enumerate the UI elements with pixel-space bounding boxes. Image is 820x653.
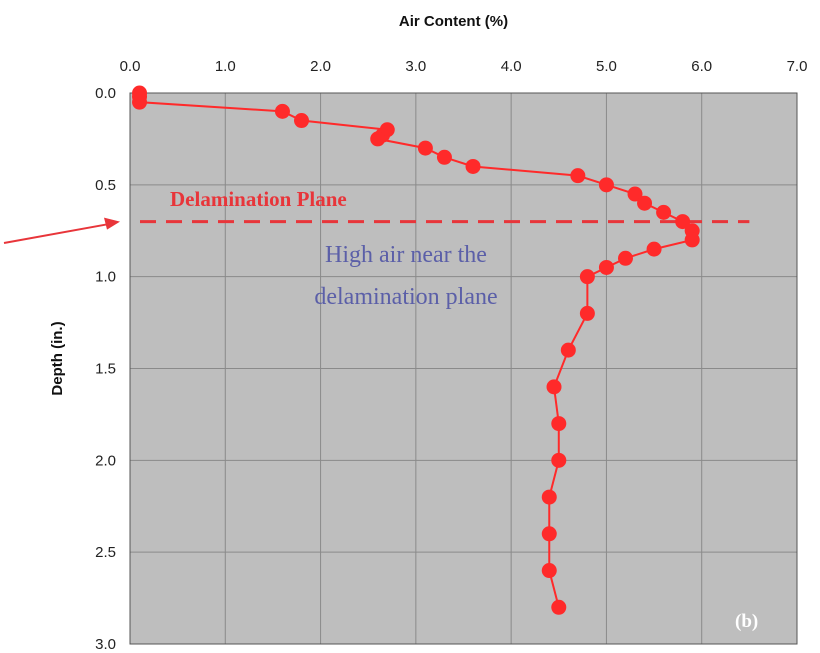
x-tick-labels: 0.0 1.0 2.0 3.0 4.0 5.0 6.0 7.0: [120, 58, 808, 75]
x-axis-title: Air Content (%): [399, 13, 508, 30]
x-tick-label: 7.0: [787, 58, 808, 75]
data-point: [656, 204, 672, 220]
data-point: [579, 305, 595, 321]
data-markers: [132, 85, 700, 615]
data-point: [541, 563, 557, 579]
data-point: [627, 186, 643, 202]
arrow-shaft: [3, 223, 107, 244]
data-point: [546, 379, 562, 395]
data-point: [551, 452, 567, 468]
y-tick-label: 0.0: [95, 85, 116, 102]
x-tick-label: 3.0: [405, 58, 426, 75]
panel-label: (b): [735, 611, 758, 632]
delamination-plane-label: Delamination Plane: [170, 187, 347, 211]
high-air-annotation-line-1: High air near the: [325, 242, 487, 268]
x-tick-label: 2.0: [310, 58, 331, 75]
data-point: [579, 269, 595, 285]
x-tick-label: 1.0: [215, 58, 236, 75]
data-point: [560, 342, 576, 358]
y-tick-labels: 0.0 0.5 1.0 1.5 2.0 2.5 3.0: [95, 85, 116, 653]
data-point: [598, 177, 614, 193]
pointer-arrow-icon: [3, 217, 120, 244]
data-point: [436, 149, 452, 165]
data-point: [551, 599, 567, 615]
plot-frame: [129, 92, 798, 645]
high-air-annotation-line-2: delamination plane: [314, 284, 497, 310]
x-tick-label: 5.0: [596, 58, 617, 75]
y-tick-label: 3.0: [95, 636, 116, 653]
data-point: [598, 259, 614, 275]
data-point: [417, 140, 433, 156]
data-point: [541, 489, 557, 505]
x-tick-label: 6.0: [691, 58, 712, 75]
data-point: [617, 250, 633, 266]
x-tick-label: 4.0: [501, 58, 522, 75]
y-axis-title: Depth (in.): [49, 321, 66, 395]
arrow-head: [104, 217, 120, 230]
y-tick-label: 2.5: [95, 544, 116, 561]
data-point: [551, 416, 567, 432]
y-tick-label: 2.0: [95, 452, 116, 469]
data-point: [541, 526, 557, 542]
data-point: [675, 214, 691, 230]
data-point: [637, 195, 653, 211]
x-tick-label: 0.0: [120, 58, 141, 75]
y-tick-label: 0.5: [95, 177, 116, 194]
data-point: [132, 94, 148, 110]
data-point: [370, 131, 386, 147]
data-point: [274, 103, 290, 119]
y-tick-label: 1.5: [95, 361, 116, 378]
data-point: [646, 241, 662, 257]
data-point: [465, 158, 481, 174]
data-point: [570, 168, 586, 184]
data-point: [294, 113, 310, 129]
data-point: [684, 232, 700, 248]
y-tick-label: 1.0: [95, 269, 116, 286]
